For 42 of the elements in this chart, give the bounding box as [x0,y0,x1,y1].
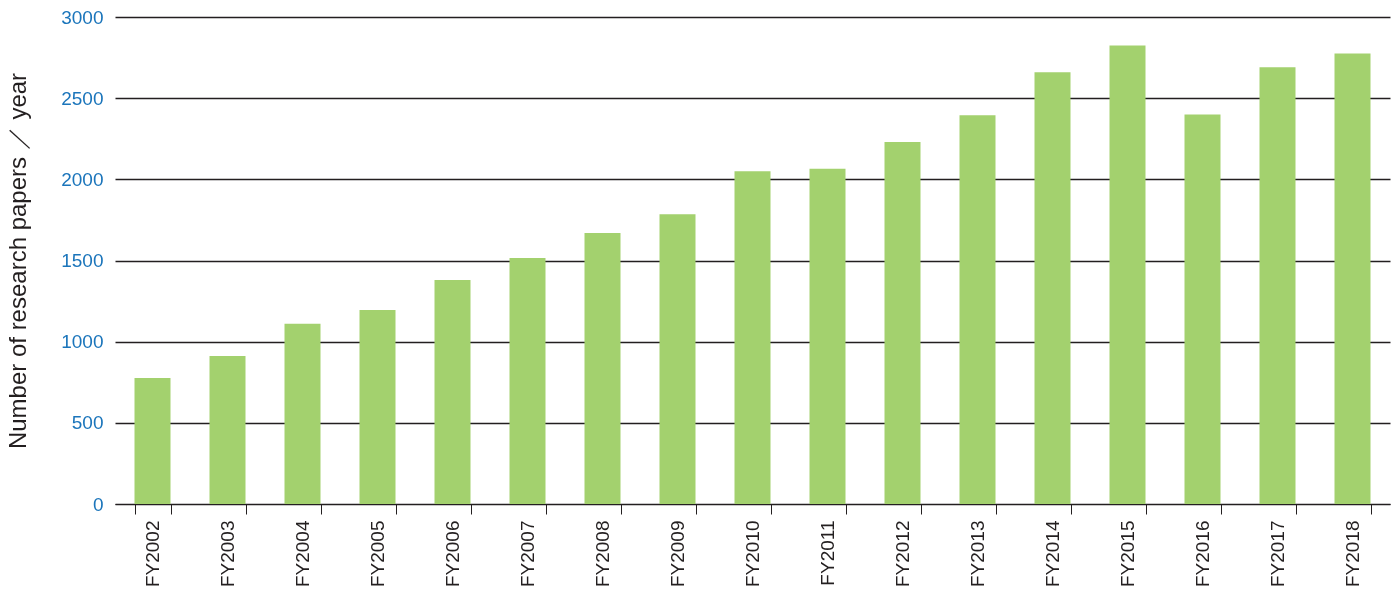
bar [584,232,621,504]
x-tick-label: FY2012 [892,520,913,588]
bar [134,378,171,504]
x-tick-label: FY2003 [217,520,238,588]
bar [434,279,471,504]
y-axis-title: Number of research papers ／ year [4,72,32,450]
y-tick-label: 1500 [61,250,104,271]
x-tick-label: FY2014 [1042,520,1063,588]
x-tick-label: FY2007 [517,520,538,588]
x-tick-label: FY2016 [1192,520,1213,588]
x-tick-label: FY2010 [742,520,763,588]
bar [809,168,846,504]
x-tick-label: FY2005 [367,520,388,588]
x-tick-label: FY2002 [142,520,163,588]
x-tick-label: FY2015 [1117,520,1138,588]
bar [509,258,546,504]
bar [1034,72,1071,504]
y-tick-label: 0 [92,493,104,515]
x-tick-label: FY2004 [292,520,313,588]
bar [1109,45,1146,504]
x-tick-label: FY2013 [967,520,988,588]
x-tick-label: FY2017 [1267,520,1288,588]
x-tick-label: FY2011 [817,520,838,586]
y-tick-label: 1000 [61,331,104,353]
bar [1334,53,1371,504]
y-tick-label: 3000 [61,6,104,28]
bar [959,115,996,504]
bar [284,323,321,504]
x-tick-label: FY2006 [442,520,463,588]
bar [1184,114,1221,504]
bar [359,310,396,504]
bar [1259,67,1296,504]
y-tick-label: 2000 [61,168,104,190]
bar [659,214,696,504]
y-tick-label: 500 [71,412,104,434]
x-tick-label: FY2018 [1342,520,1363,588]
bar [884,142,921,504]
x-tick-label: FY2008 [592,520,613,588]
x-tick-label: FY2009 [667,520,688,588]
y-tick-label: 2500 [61,87,104,109]
bar [209,355,246,504]
bar [734,171,771,504]
